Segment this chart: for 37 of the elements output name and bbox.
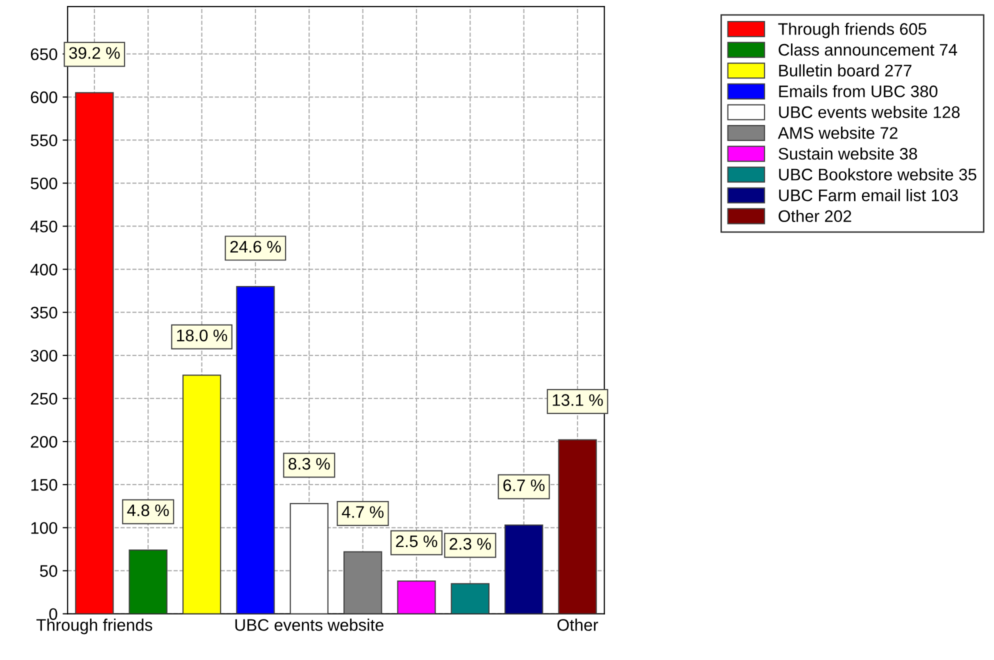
y-tick-label: 300 xyxy=(30,350,58,362)
annotation: 8.3 % xyxy=(288,458,330,470)
annotation: 13.1 % xyxy=(552,394,603,406)
legend-label: Other 202 xyxy=(778,210,852,222)
y-tick-label: 100 xyxy=(31,522,58,534)
y-tick-label: 450 xyxy=(30,220,58,232)
y-tick-label: 650 xyxy=(30,48,58,60)
legend-label: UBC Farm email list 103 xyxy=(779,189,958,202)
annotation: 4.7 % xyxy=(342,506,384,518)
x-tick-label: Other xyxy=(557,618,598,631)
y-tick-label: 500 xyxy=(30,178,58,190)
y-tick-label: 350 xyxy=(30,306,58,319)
annotation: 4.8 % xyxy=(127,504,169,516)
x-tick-label: UBC events website xyxy=(235,618,384,631)
legend-label: Bulletin board 277 xyxy=(779,64,912,77)
legend-label: Class announcement 74 xyxy=(778,43,958,56)
y-tick-label: 0 xyxy=(49,608,58,620)
annotation: 24.6 % xyxy=(230,240,281,253)
y-tick-label: 150 xyxy=(31,479,58,491)
y-tick-label: 250 xyxy=(30,392,58,405)
annotation: 6.7 % xyxy=(503,479,545,492)
y-tick-label: 600 xyxy=(30,91,58,104)
y-tick-label: 50 xyxy=(40,565,58,577)
legend-label: Through friends 605 xyxy=(778,22,926,38)
annotation: 18.0 % xyxy=(177,330,228,342)
legend-label: Sustain website 38 xyxy=(778,147,918,160)
annotation: 2.3 % xyxy=(450,538,491,550)
legend-label: Emails from UBC 380 xyxy=(779,85,938,98)
y-tick-label: 550 xyxy=(30,134,58,146)
legend-label: UBC Bookstore website 35 xyxy=(779,168,976,180)
annotation: 39.2 % xyxy=(69,47,120,59)
y-tick-label: 200 xyxy=(30,436,58,448)
legend-label: AMS website 72 xyxy=(778,126,898,139)
y-tick-label: 400 xyxy=(30,264,58,276)
x-tick-label: Through friends xyxy=(36,618,152,634)
annotation: 2.5 % xyxy=(396,535,438,548)
legend-label: UBC events website 128 xyxy=(779,106,960,118)
